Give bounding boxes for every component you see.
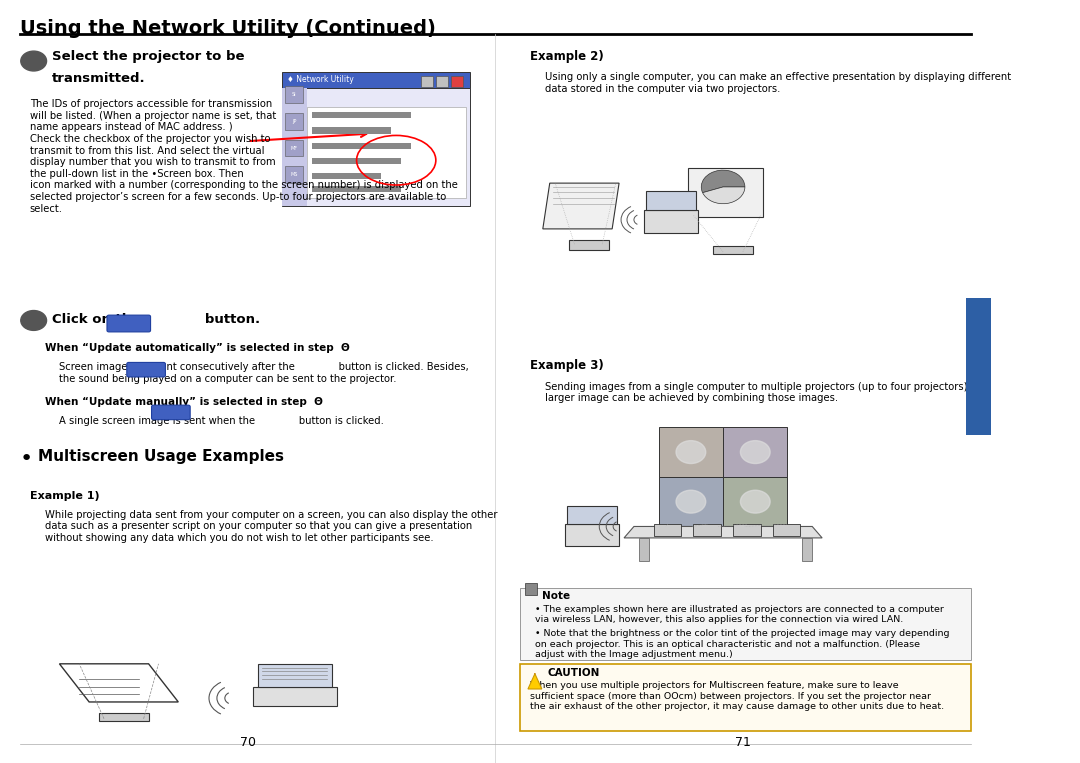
Text: When “Update manually” is selected in step  Θ: When “Update manually” is selected in st… [44,397,323,407]
Text: 8: 8 [30,310,38,320]
Bar [724,477,787,526]
Text: A single screen image is sent when the              button is clicked.: A single screen image is sent when the b… [59,416,384,426]
FancyBboxPatch shape [312,173,381,179]
Text: transmitted.: transmitted. [52,72,145,85]
Wedge shape [701,170,745,193]
Polygon shape [528,674,542,689]
FancyBboxPatch shape [307,107,465,198]
Text: 70: 70 [240,736,256,749]
Circle shape [741,491,770,513]
Bar [733,524,760,536]
Bar [659,477,724,526]
Text: Example 1): Example 1) [30,491,99,501]
Circle shape [741,441,770,464]
Bar [525,583,537,595]
FancyBboxPatch shape [282,72,471,88]
Polygon shape [99,713,149,721]
FancyBboxPatch shape [282,88,307,206]
Text: When you use multiple projectors for Multiscreen feature, make sure to leave
suf: When you use multiple projectors for Mul… [530,681,944,711]
Polygon shape [644,210,699,233]
Text: !: ! [534,673,537,682]
Polygon shape [624,526,822,538]
FancyBboxPatch shape [151,405,190,420]
FancyBboxPatch shape [126,362,165,377]
Text: When “Update automatically” is selected in step  Θ: When “Update automatically” is selected … [44,343,349,353]
Circle shape [676,491,705,513]
Bar [653,524,681,536]
Text: SI: SI [292,92,297,98]
Text: MF: MF [291,146,298,151]
FancyBboxPatch shape [312,186,401,192]
Text: 71: 71 [735,736,751,749]
FancyBboxPatch shape [312,127,391,134]
Polygon shape [253,687,337,706]
Wedge shape [703,187,745,204]
Polygon shape [802,538,812,561]
Text: |¹ GO: |¹ GO [132,364,151,373]
FancyBboxPatch shape [312,158,401,164]
FancyBboxPatch shape [282,88,471,206]
Text: Screen images are sent consecutively after the              button is clicked. B: Screen images are sent consecutively aft… [59,362,469,384]
Bar [521,588,971,660]
Text: • The examples shown here are illustrated as projectors are connected to a compu: • The examples shown here are illustrate… [535,605,944,624]
FancyBboxPatch shape [312,112,411,118]
Text: CAUTION: CAUTION [548,668,600,678]
FancyBboxPatch shape [285,86,303,103]
Polygon shape [567,506,617,524]
FancyBboxPatch shape [966,298,994,435]
FancyBboxPatch shape [421,76,433,87]
Circle shape [21,51,46,71]
FancyBboxPatch shape [285,166,303,183]
Text: Click on the              button.: Click on the button. [52,313,259,326]
Polygon shape [713,246,753,254]
FancyBboxPatch shape [436,76,448,87]
Text: JP: JP [292,119,296,124]
Text: 7: 7 [30,50,38,61]
Text: MS: MS [291,172,298,178]
Polygon shape [688,168,762,217]
Bar [659,427,724,477]
Polygon shape [565,524,619,546]
Bar [521,664,971,731]
Text: Multiscreen Usage Examples: Multiscreen Usage Examples [38,449,284,464]
Text: •: • [19,449,33,468]
Text: Sending images from a single computer to multiple projectors (up to four project: Sending images from a single computer to… [544,382,980,403]
Polygon shape [639,538,649,561]
Bar [772,524,800,536]
Text: Note: Note [542,591,570,601]
Text: • Note that the brightness or the color tint of the projected image may vary dep: • Note that the brightness or the color … [535,629,949,659]
Bar [724,427,787,477]
Text: Using only a single computer, you can make an effective presentation by displayi: Using only a single computer, you can ma… [544,72,1011,94]
Polygon shape [646,191,697,210]
Text: The IDs of projectors accessible for transmission
will be listed. (When a projec: The IDs of projectors accessible for tra… [30,99,458,214]
Text: Network and
USB memory: Network and USB memory [970,333,989,399]
Circle shape [21,311,46,330]
Text: Example 2): Example 2) [530,50,604,63]
Polygon shape [257,664,332,687]
Text: Example 3): Example 3) [530,359,604,372]
FancyBboxPatch shape [450,76,462,87]
Polygon shape [543,183,619,229]
FancyBboxPatch shape [285,113,303,130]
FancyBboxPatch shape [285,140,303,156]
FancyBboxPatch shape [312,143,411,149]
Text: |¹ GO: |¹ GO [113,317,135,327]
Text: Using the Network Utility (Continued): Using the Network Utility (Continued) [19,19,435,38]
Text: While projecting data sent from your computer on a screen, you can also display : While projecting data sent from your com… [44,510,497,543]
Text: Select the projector to be: Select the projector to be [52,50,244,63]
Bar [693,524,721,536]
Circle shape [676,441,705,464]
Text: |¹ GO: |¹ GO [157,407,176,416]
Text: ♦ Network Utility: ♦ Network Utility [287,75,354,84]
FancyBboxPatch shape [107,315,150,332]
Polygon shape [568,240,609,250]
